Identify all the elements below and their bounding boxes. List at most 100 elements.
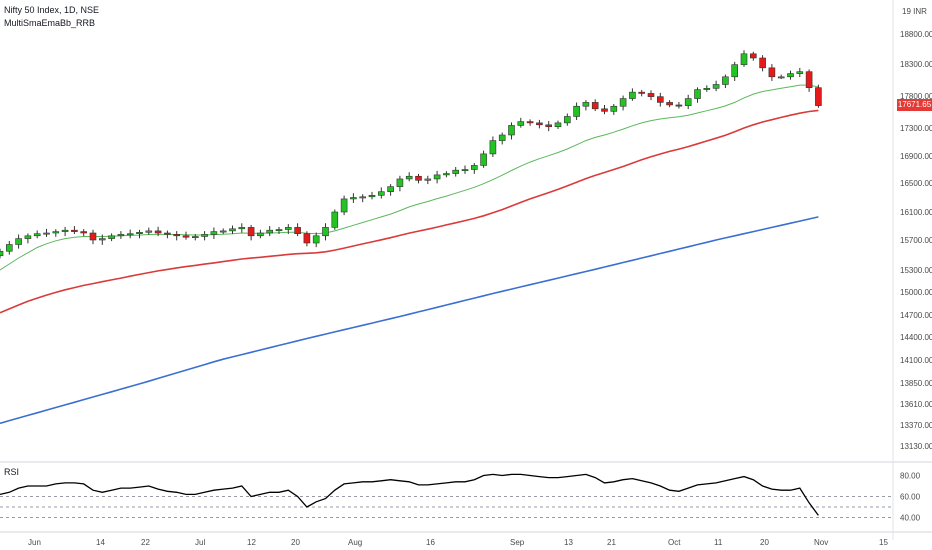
candle <box>182 231 190 240</box>
candle-body <box>759 57 766 69</box>
candle-body <box>387 186 394 192</box>
candle <box>219 228 227 235</box>
price-tick-label: 14700.00 <box>900 311 932 320</box>
candle-body <box>573 105 580 117</box>
candle <box>173 231 180 241</box>
candle <box>136 229 143 239</box>
candle <box>591 99 599 112</box>
candle-body <box>136 232 143 235</box>
currency-label: 19 INR <box>902 7 927 16</box>
candle <box>461 165 469 174</box>
candle <box>740 50 748 67</box>
candle-body <box>219 230 227 233</box>
candle <box>238 223 246 233</box>
moving-average-lines <box>0 84 819 425</box>
price-tick-label: 17800.00 <box>900 92 932 101</box>
candle-body <box>731 64 739 78</box>
candle-body <box>331 211 339 228</box>
candle-body <box>619 98 627 107</box>
candle-body <box>629 91 636 99</box>
candle <box>712 80 720 92</box>
candle <box>601 105 608 115</box>
candle-body <box>6 244 13 252</box>
rsi-tick-label: 80.00 <box>900 472 921 481</box>
candle-body <box>749 53 757 59</box>
candle-body <box>238 227 246 230</box>
candle <box>340 195 348 216</box>
candle <box>52 229 60 237</box>
price-tick-label: 13850.00 <box>900 379 932 388</box>
candle-body <box>740 53 748 65</box>
candle-body <box>99 238 106 241</box>
candle <box>145 227 153 235</box>
candle <box>787 70 794 80</box>
candle <box>554 120 562 130</box>
last-price-badge: 17671.65 <box>897 99 932 111</box>
price-tick-label: 18800.00 <box>900 30 932 39</box>
candle <box>656 92 664 107</box>
candle <box>24 233 32 244</box>
candle-body <box>424 178 432 181</box>
candle-body <box>489 140 497 155</box>
candle <box>470 163 478 174</box>
candle <box>247 224 255 241</box>
price-axis: 18800.00 18300.00 17800.00 17300.00 16900.00… <box>892 0 932 540</box>
candle-body <box>126 233 134 236</box>
candle <box>731 61 739 81</box>
time-tick-label: 14 <box>96 538 105 547</box>
candle-body <box>517 121 525 126</box>
candle-body <box>647 93 655 97</box>
price-tick-label: 18300.00 <box>900 60 932 69</box>
candle <box>359 194 367 203</box>
candle <box>312 232 320 248</box>
candle-body <box>108 235 115 239</box>
candle-body <box>377 191 385 196</box>
candle <box>0 248 4 259</box>
candle-body <box>201 234 208 237</box>
candle-body <box>52 231 60 234</box>
time-tick-label: 12 <box>247 538 256 547</box>
candle-body <box>796 71 804 74</box>
candle-body <box>229 228 236 232</box>
time-tick-label: 21 <box>607 538 616 547</box>
price-tick-label: 16900.00 <box>900 152 932 161</box>
candle <box>629 88 636 101</box>
candle-body <box>443 173 450 176</box>
indicator-label[interactable]: MultiSmaEmaBb_RRB <box>4 18 96 28</box>
candle-body <box>284 227 292 230</box>
candle <box>508 122 515 140</box>
candle <box>405 172 413 182</box>
candle-body <box>656 96 664 103</box>
price-tick-label: 13130.00 <box>900 442 932 451</box>
candle <box>759 55 766 72</box>
candle-body <box>526 121 534 124</box>
candle-body <box>257 232 264 237</box>
rsi-tick-label: 60.00 <box>900 493 921 502</box>
candle <box>536 119 543 129</box>
candle-body <box>452 169 460 174</box>
candle-body <box>684 98 692 106</box>
price-tick-label: 15000.00 <box>900 288 932 297</box>
candle-body <box>601 108 608 112</box>
candle <box>229 225 236 235</box>
candle <box>749 51 757 61</box>
rsi-title[interactable]: RSI <box>4 467 20 477</box>
candle <box>303 231 311 247</box>
price-tick-label: 17300.00 <box>900 124 932 133</box>
candle <box>489 136 497 158</box>
candle-body <box>192 236 199 239</box>
candle <box>322 223 329 241</box>
candle-body <box>312 235 320 244</box>
candle <box>201 231 208 241</box>
time-tick-label: Nov <box>814 538 828 547</box>
candle <box>768 64 776 81</box>
candle <box>638 89 646 97</box>
candle-body <box>675 104 683 107</box>
candle <box>684 94 692 110</box>
candle <box>284 224 292 235</box>
candle-body <box>275 229 283 232</box>
rsi-tick-label: 40.00 <box>900 514 921 523</box>
candle <box>377 187 385 199</box>
candle <box>368 191 376 200</box>
